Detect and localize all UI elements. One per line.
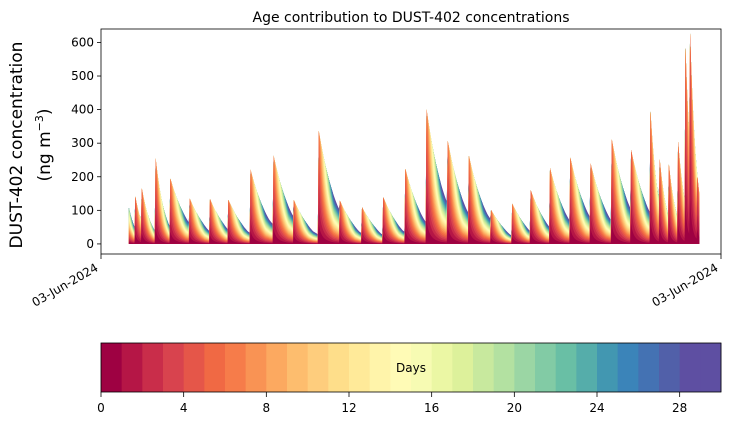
colorbar-tick-label: 4 [180, 401, 188, 415]
colorbar-swatch [390, 343, 412, 392]
colorbar-swatch [307, 343, 329, 392]
colorbar-swatch [452, 343, 474, 392]
colorbar-swatch [679, 343, 701, 392]
y-tick-label: 400 [71, 103, 94, 117]
colorbar-swatch [638, 343, 660, 392]
colorbar-tick-label: 0 [97, 401, 105, 415]
colorbar-tick-label: 24 [589, 401, 604, 415]
chart-title: Age contribution to DUST-402 concentrati… [253, 10, 570, 26]
y-tick-label: 300 [71, 136, 94, 150]
x-tick-label-start: 03-Jun-2024 [30, 260, 101, 309]
colorbar-tick-label: 8 [263, 401, 271, 415]
age-bin-area-9 [128, 33, 700, 244]
y-tick-label: 500 [71, 69, 94, 83]
y-tick-label: 200 [71, 170, 94, 184]
colorbar-swatch [597, 343, 619, 392]
axes-frame [100, 28, 722, 255]
colorbar-frame [100, 342, 722, 393]
colorbar-swatch [369, 343, 391, 392]
colorbar-swatch [142, 343, 164, 392]
colorbar-swatch [473, 343, 495, 392]
colorbar-swatch [328, 343, 350, 392]
colorbar [101, 343, 722, 392]
y-tick-label: 600 [71, 35, 94, 49]
colorbar-tick-label: 12 [341, 401, 356, 415]
colorbar-swatch [431, 343, 453, 392]
colorbar-swatch [659, 343, 681, 392]
colorbar-swatch [576, 343, 598, 392]
colorbar-swatch [266, 343, 288, 392]
colorbar-label: Days [396, 361, 426, 375]
x-tick-label-end: 03-Jun-2024 [650, 260, 721, 309]
colorbar-tick-label: 20 [507, 401, 522, 415]
colorbar-swatch [349, 343, 371, 392]
colorbar-swatch [204, 343, 226, 392]
y-axis: 0 100 200 300 400 500 600 [71, 35, 101, 251]
colorbar-swatch [700, 343, 722, 392]
colorbar-swatch [121, 343, 143, 392]
y-tick-label: 0 [86, 237, 94, 251]
colorbar-swatch [617, 343, 639, 392]
y-tick-label: 100 [71, 203, 94, 217]
y-axis-label-line2: (ng m−3) [33, 108, 55, 181]
plot-area [128, 33, 700, 244]
colorbar-swatch [493, 343, 515, 392]
colorbar-tick-label: 28 [672, 401, 687, 415]
colorbar-swatch [411, 343, 433, 392]
colorbar-swatch [535, 343, 557, 392]
colorbar-tick-label: 16 [424, 401, 439, 415]
colorbar-swatch [183, 343, 205, 392]
colorbar-swatch [225, 343, 247, 392]
colorbar-swatch [514, 343, 536, 392]
colorbar-ticks: 0 4 8 12 16 20 24 28 [97, 392, 687, 415]
colorbar-swatch [101, 343, 123, 392]
colorbar-swatch [555, 343, 577, 392]
colorbar-swatch [287, 343, 309, 392]
x-axis: 03-Jun-2024 03-Jun-2024 [30, 254, 722, 310]
colorbar-swatch [245, 343, 267, 392]
y-axis-label-line1: DUST-402 concentration [7, 42, 27, 249]
colorbar-swatch [163, 343, 185, 392]
